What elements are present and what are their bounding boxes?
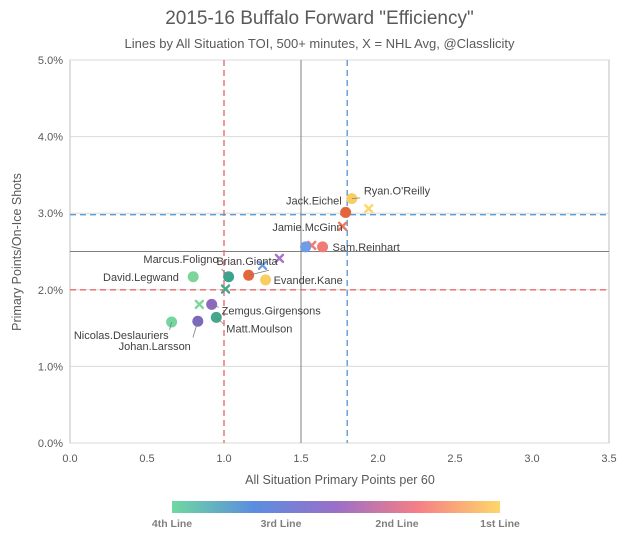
scale-label-2nd-line: 2nd Line (375, 518, 419, 530)
label-leader-line (216, 317, 224, 325)
scatter-plot: 0.0% 1.0% 2.0% 3.0% 4.0% 5.0% 0.0 0.5 1.0 1.5 2.0 2… (38, 55, 617, 465)
x-tick-label: 1.0 (216, 453, 231, 465)
x-tick-label: 3.0 (524, 453, 539, 465)
label-leader-line (211, 303, 219, 308)
player-label: Jamie.McGinn (272, 222, 342, 234)
y-tick-label: 3.0% (38, 208, 63, 220)
x-tick-label: 2.5 (447, 453, 462, 465)
nhl-average-marker (364, 203, 374, 214)
player-label: Marcus.Foligno (143, 254, 218, 266)
nhl-average-marker (220, 284, 231, 294)
player-label: Johan.Larsson (119, 341, 191, 353)
chart-title: 2015-16 Buffalo Forward "Efficiency" (165, 8, 474, 29)
scale-label-4th-line: 4th Line (151, 518, 193, 530)
y-tick-label: 0.0% (38, 438, 63, 450)
x-tick-label: 2.0 (370, 453, 385, 465)
player-label: David.Legwand (103, 272, 179, 284)
label-leader-line (351, 197, 361, 200)
y-tick-label: 1.0% (38, 361, 63, 373)
player-label: Brian.Gionta (216, 256, 278, 268)
nhl-average-marker (194, 299, 205, 310)
y-axis-label: Primary Points/On-Ice Shots (10, 173, 24, 331)
player-point (317, 241, 329, 253)
x-tick-label: 3.5 (601, 453, 616, 465)
player-point (187, 271, 199, 283)
scale-label-3rd-line: 3rd Line (260, 518, 302, 530)
nhl-average-marker (257, 260, 268, 270)
player-point (260, 274, 272, 286)
x-tick-label: 1.5 (293, 453, 308, 465)
player-label: Sam.Reinhart (333, 242, 400, 254)
player-point (300, 241, 312, 253)
chart-subtitle: Lines by All Situation TOI, 500+ minutes… (124, 36, 515, 51)
player-label: Evander.Kane (274, 275, 343, 287)
label-leader-line (248, 269, 270, 276)
player-label: Zemgus.Girgensons (222, 305, 322, 317)
scale-label-1st-line: 1st Line (480, 518, 520, 530)
player-label: Nicolas.Deslauriers (74, 330, 169, 342)
label-leader-line (192, 321, 199, 338)
y-tick-label: 4.0% (38, 132, 63, 144)
x-tick-label: 0.5 (139, 453, 154, 465)
player-label: Ryan.O'Reilly (364, 186, 431, 198)
x-tick-label: 0.0 (62, 453, 77, 465)
line-color-scale-bar (172, 501, 500, 513)
y-tick-label: 2.0% (38, 285, 63, 297)
player-label: Matt.Moulson (226, 323, 292, 335)
x-axis-label: All Situation Primary Points per 60 (245, 473, 435, 487)
player-point (340, 206, 352, 218)
label-leader-line (221, 268, 229, 278)
nhl-average-marker (274, 253, 285, 264)
player-label: Jack.Eichel (286, 195, 342, 207)
label-leader-line (169, 321, 173, 330)
y-tick-label: 5.0% (38, 55, 63, 67)
nhl-average-marker (337, 221, 348, 231)
